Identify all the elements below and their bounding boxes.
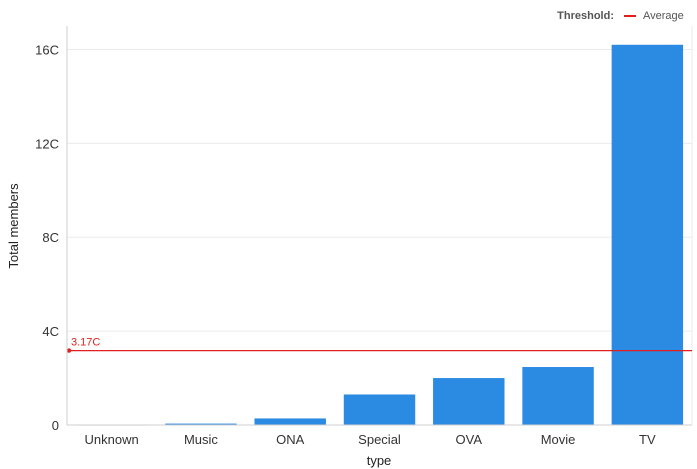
legend: Threshold: Average bbox=[557, 10, 684, 22]
y-tick-label-2: 8C bbox=[42, 230, 59, 245]
y-tick-label-3: 12C bbox=[35, 136, 59, 151]
y-tick-label-4: 16C bbox=[35, 42, 59, 57]
x-tick-label-special: Special bbox=[358, 432, 401, 447]
bar-ona bbox=[254, 418, 326, 425]
gridlines bbox=[67, 26, 693, 425]
x-axis-title: type bbox=[367, 453, 392, 468]
x-tick-label-music: Music bbox=[184, 432, 218, 447]
x-tick-label-unknown: Unknown bbox=[85, 432, 139, 447]
bars bbox=[75, 44, 684, 426]
bar-ova bbox=[433, 378, 505, 425]
bar-special bbox=[343, 394, 416, 425]
x-tick-label-movie: Movie bbox=[541, 432, 576, 447]
y-tick-label-1: 4C bbox=[42, 324, 59, 339]
x-tick-label-ona: ONA bbox=[276, 432, 305, 447]
legend-label-average: Average bbox=[643, 10, 684, 22]
threshold: 3.17C bbox=[66, 337, 692, 353]
x-tick-label-tv: TV bbox=[639, 432, 656, 447]
y-tick-label-0: 0 bbox=[52, 418, 59, 433]
threshold-value-label: 3.17C bbox=[71, 337, 100, 349]
bar-tv bbox=[611, 44, 684, 426]
axes: 0 4C 8C 12C 16C Unknown Music ONA Special OVA Movi… bbox=[35, 26, 692, 447]
threshold-marker-average bbox=[66, 348, 72, 353]
bar-movie bbox=[522, 367, 594, 425]
bar-music bbox=[165, 423, 237, 425]
x-tick-label-ova: OVA bbox=[456, 432, 483, 447]
legend-title: Threshold: bbox=[557, 10, 614, 22]
y-axis-title: Total members bbox=[6, 183, 21, 269]
